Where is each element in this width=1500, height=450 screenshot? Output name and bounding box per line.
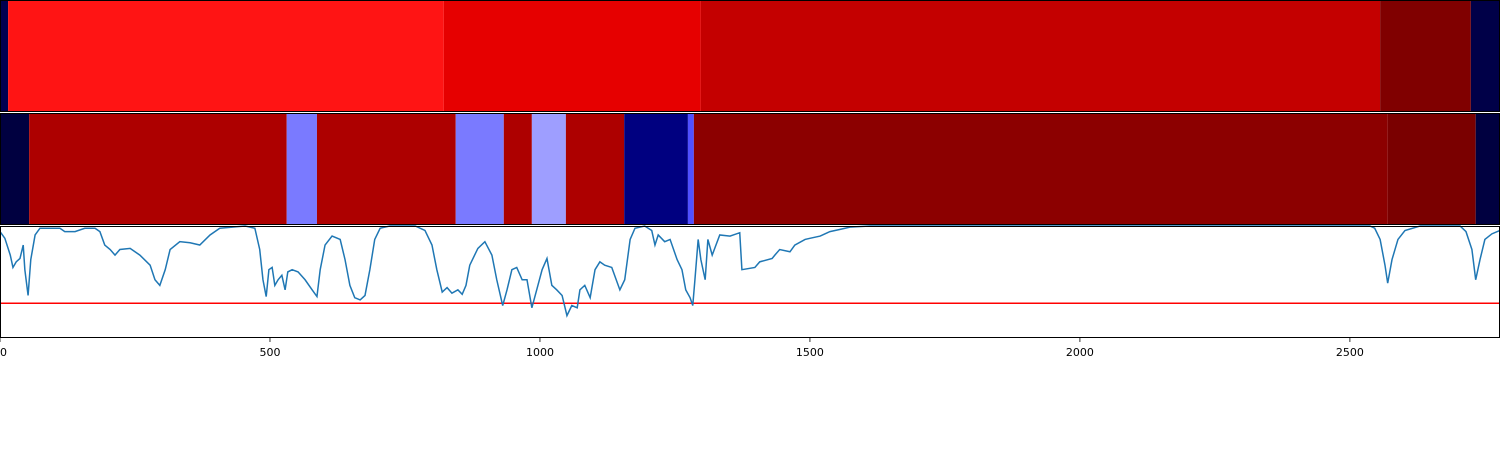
segment — [1380, 0, 1471, 112]
segment — [443, 0, 701, 112]
segment — [8, 0, 444, 112]
x-tick-label: 2500 — [1336, 346, 1364, 359]
segment — [687, 113, 694, 225]
segment — [316, 113, 456, 225]
segment — [29, 113, 287, 225]
data-line — [0, 225, 1500, 318]
segment — [286, 113, 317, 225]
x-tick-label: 0 — [0, 346, 7, 359]
segment — [624, 113, 688, 225]
segment — [503, 113, 532, 225]
segment — [700, 0, 1381, 112]
panel-frame — [0, 226, 1500, 338]
segment — [455, 113, 504, 225]
segment — [1475, 113, 1500, 225]
x-tick-label: 500 — [259, 346, 280, 359]
x-tick-label: 2000 — [1066, 346, 1094, 359]
x-tick-label: 1500 — [796, 346, 824, 359]
segment — [565, 113, 625, 225]
segment — [1470, 0, 1500, 112]
x-tick-label: 1000 — [526, 346, 554, 359]
segment — [0, 113, 30, 225]
segment — [0, 0, 9, 112]
segment — [693, 113, 1388, 225]
segment — [1387, 113, 1476, 225]
segment — [531, 113, 566, 225]
